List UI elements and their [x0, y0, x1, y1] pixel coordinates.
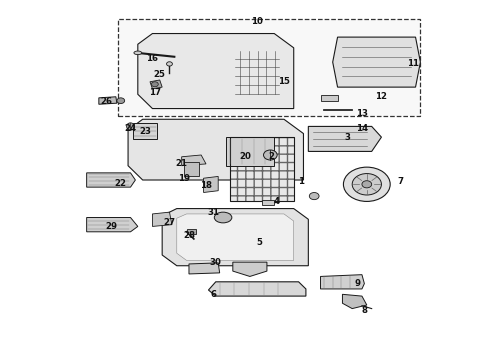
Bar [184, 162, 199, 176]
Ellipse shape [309, 193, 319, 200]
Polygon shape [343, 294, 367, 309]
Text: 11: 11 [407, 59, 419, 68]
Bar [230, 137, 294, 202]
Polygon shape [150, 80, 162, 89]
Polygon shape [308, 126, 381, 152]
Text: 29: 29 [105, 222, 117, 231]
Text: 18: 18 [200, 181, 212, 190]
Ellipse shape [352, 174, 381, 195]
Ellipse shape [117, 98, 124, 104]
Text: 8: 8 [361, 306, 368, 315]
Polygon shape [152, 212, 172, 226]
Text: 6: 6 [210, 290, 216, 299]
Ellipse shape [126, 123, 134, 130]
Ellipse shape [362, 181, 372, 188]
Polygon shape [189, 263, 220, 274]
Text: 19: 19 [178, 174, 190, 183]
Text: 23: 23 [139, 127, 151, 136]
Bar [320, 95, 338, 102]
Ellipse shape [214, 212, 232, 223]
Text: 17: 17 [149, 88, 161, 97]
Text: 5: 5 [257, 238, 263, 247]
Text: 30: 30 [210, 258, 221, 267]
Ellipse shape [134, 51, 142, 55]
Text: 10: 10 [251, 17, 263, 26]
Ellipse shape [167, 62, 172, 66]
Text: 27: 27 [164, 219, 175, 228]
Polygon shape [208, 282, 306, 296]
Text: 26: 26 [100, 97, 112, 106]
Text: 2: 2 [269, 152, 275, 161]
Bar [118, 19, 420, 116]
Polygon shape [262, 200, 274, 205]
Ellipse shape [343, 167, 390, 202]
Text: 31: 31 [207, 208, 220, 217]
Text: 15: 15 [278, 77, 290, 86]
Polygon shape [320, 275, 365, 289]
Polygon shape [182, 155, 206, 166]
Text: 4: 4 [273, 197, 280, 206]
Text: 22: 22 [115, 179, 127, 188]
Text: 12: 12 [375, 91, 388, 100]
Text: 28: 28 [183, 231, 195, 240]
Text: 20: 20 [239, 152, 251, 161]
Text: 24: 24 [124, 124, 137, 133]
Polygon shape [203, 176, 218, 193]
Polygon shape [323, 109, 352, 111]
Polygon shape [99, 97, 117, 104]
Text: 25: 25 [154, 70, 166, 79]
Text: 13: 13 [356, 109, 368, 118]
Polygon shape [87, 217, 138, 232]
Polygon shape [233, 262, 267, 276]
Bar [230, 137, 294, 202]
Polygon shape [138, 33, 294, 109]
Text: 14: 14 [356, 124, 368, 133]
Bar [187, 229, 196, 234]
Polygon shape [162, 208, 308, 266]
Polygon shape [333, 37, 420, 87]
Polygon shape [177, 214, 294, 260]
Bar [133, 123, 157, 139]
Ellipse shape [151, 82, 158, 87]
Polygon shape [128, 119, 303, 180]
Text: 9: 9 [354, 279, 360, 288]
Text: 1: 1 [298, 177, 304, 186]
Polygon shape [87, 173, 135, 187]
Text: 21: 21 [175, 159, 188, 168]
Polygon shape [225, 137, 274, 166]
Text: 7: 7 [398, 177, 404, 186]
Text: 16: 16 [147, 54, 158, 63]
Ellipse shape [264, 150, 277, 160]
Text: 3: 3 [344, 132, 350, 141]
